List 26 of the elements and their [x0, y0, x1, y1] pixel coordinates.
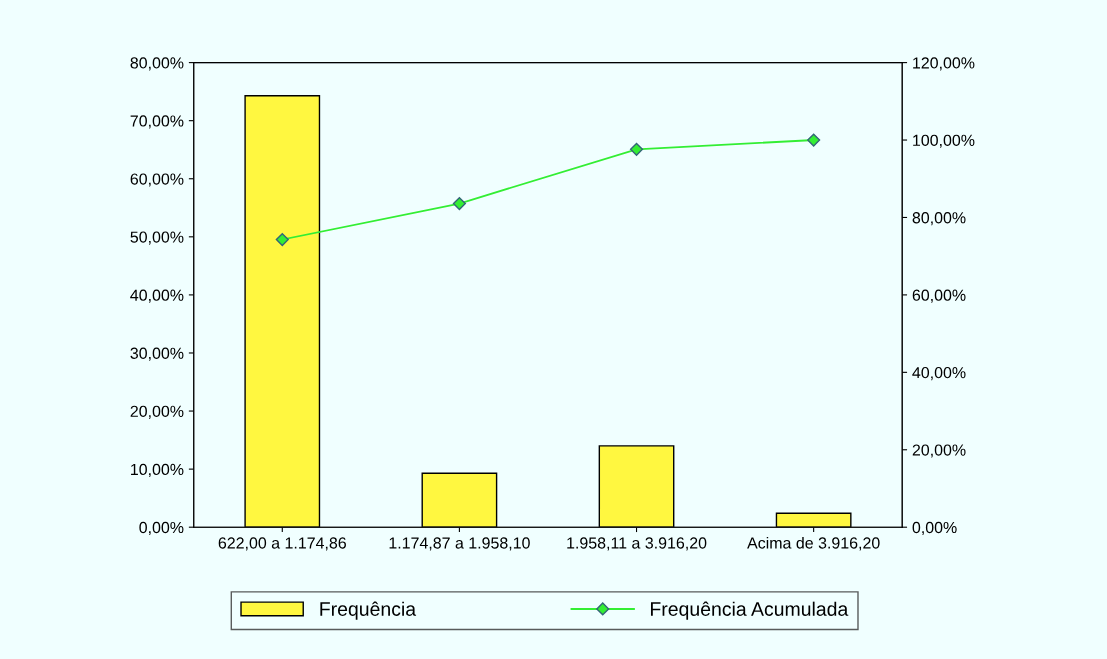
point — [807, 133, 821, 147]
y2-tick-label: 60,00% — [912, 289, 966, 303]
x-tick-label: 1.958,11 a 3.916,20 — [567, 537, 707, 551]
y2-tick-label: 40,00% — [912, 366, 966, 381]
y-tick-label: 40,00% — [130, 289, 184, 303]
y2-tick-label: 80,00% — [912, 212, 966, 226]
legend-label: Frequência Acumulada — [650, 601, 849, 620]
y-tick-label: 0,00% — [139, 521, 184, 536]
y-tick-label: 20,00% — [130, 405, 184, 419]
y-tick-label: 60,00% — [130, 173, 184, 187]
y-tick-label: 50,00% — [130, 231, 184, 245]
y-tick-label: 80,00% — [130, 57, 184, 71]
y-tick-label: 30,00% — [130, 347, 184, 361]
x-tick-label: Acima de 3.916,20 — [747, 536, 880, 551]
y2-tick-label: 20,00% — [912, 444, 966, 458]
y2-tick-label: 120,00% — [913, 57, 975, 71]
point — [452, 196, 466, 211]
x-tick-label: 1.174,87 a 1.958,10 — [389, 537, 530, 551]
point — [629, 142, 644, 156]
x-tick-label: 622,00 a 1.174,86 — [218, 537, 346, 551]
y-tick-label: 70,00% — [130, 115, 184, 129]
y2-tick-label: 0,00% — [912, 521, 957, 536]
y-tick-label: 10,00% — [131, 463, 184, 477]
y2-tick-label: 100,00% — [913, 134, 975, 148]
point — [275, 232, 289, 247]
legend-label: Frequência — [320, 601, 417, 620]
